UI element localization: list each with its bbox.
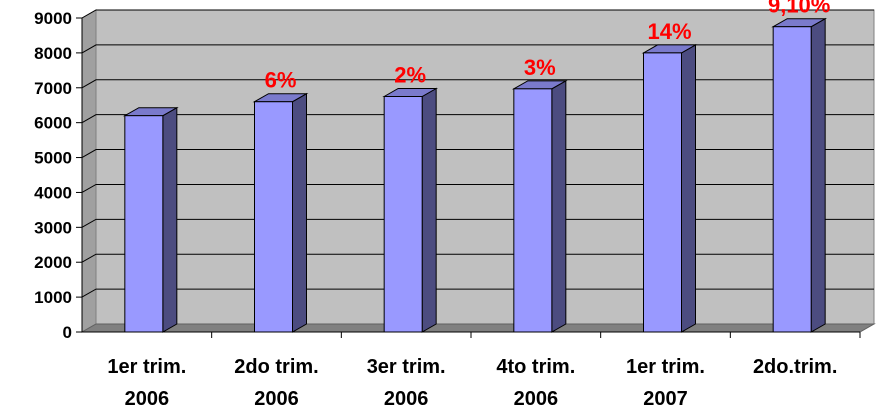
x-category-label: 2007	[643, 388, 688, 410]
data-labels: 6% 2% 3% 14% 9,10%	[265, 0, 831, 93]
gridline	[81, 79, 874, 89]
x-category-label: 2006	[514, 388, 559, 410]
data-label: 9,10%	[768, 0, 830, 18]
x-category-label: 1er trim.	[107, 356, 186, 378]
y-tick-label: 4000	[34, 183, 72, 202]
bar-front	[254, 101, 293, 333]
bar-side	[681, 44, 696, 333]
bar	[771, 17, 828, 333]
gridline	[81, 44, 874, 54]
y-axis: 0 1000 2000 3000 4000 5000 6000 7000 8000 9000	[34, 9, 83, 342]
bar-front	[772, 26, 812, 333]
floor	[80, 323, 876, 333]
bars	[122, 17, 828, 333]
bar	[641, 44, 698, 333]
gridlines	[81, 9, 874, 298]
gridline	[81, 183, 874, 193]
gridline	[81, 218, 874, 228]
y-tick-label: 8000	[34, 44, 72, 63]
bar-side	[421, 87, 437, 333]
x-category-label: 2006	[384, 388, 429, 410]
bar-front	[383, 96, 423, 333]
x-category-label: 2do trim.	[234, 356, 318, 378]
bar-front	[643, 52, 682, 333]
y-tick-label: 5000	[34, 149, 72, 168]
y-tick-label: 1000	[34, 288, 72, 307]
y-tick-label: 6000	[34, 114, 72, 133]
bar-front	[513, 88, 553, 333]
x-axis: 1er trim. 2006 2do trim. 2006 3er trim. 2006 4…	[82, 331, 861, 410]
gridline	[81, 288, 874, 298]
data-label: 2%	[394, 63, 426, 88]
chart-walls	[80, 9, 876, 333]
bar	[382, 87, 439, 333]
bar	[511, 79, 568, 333]
bar	[252, 92, 309, 333]
x-category-label: 2do.trim.	[753, 356, 837, 378]
gridline	[81, 253, 874, 263]
x-category-label: 2006	[125, 388, 170, 410]
bar-side	[810, 17, 826, 333]
x-category-label: 3er trim.	[367, 356, 446, 378]
y-tick-label: 3000	[34, 218, 72, 237]
y-tick-label: 2000	[34, 253, 72, 272]
data-label: 3%	[524, 55, 556, 80]
y-tick-label: 9000	[34, 9, 72, 28]
y-tick-label: 0	[63, 323, 72, 342]
gridline	[81, 9, 874, 19]
bar-side	[292, 92, 307, 333]
bar-side	[162, 106, 178, 333]
gridline	[81, 114, 874, 124]
gridline	[81, 149, 874, 158]
bar-front	[124, 115, 164, 333]
bar-side	[551, 79, 567, 333]
data-label: 6%	[265, 68, 297, 93]
data-label: 14%	[647, 19, 691, 44]
x-category-label: 4to trim.	[496, 356, 575, 378]
bar	[122, 106, 179, 333]
back-wall	[95, 9, 875, 325]
y-tick-label: 7000	[34, 79, 72, 98]
x-category-label: 2006	[254, 388, 299, 410]
x-category-label: 1er trim.	[626, 356, 705, 378]
side-wall	[81, 9, 97, 333]
